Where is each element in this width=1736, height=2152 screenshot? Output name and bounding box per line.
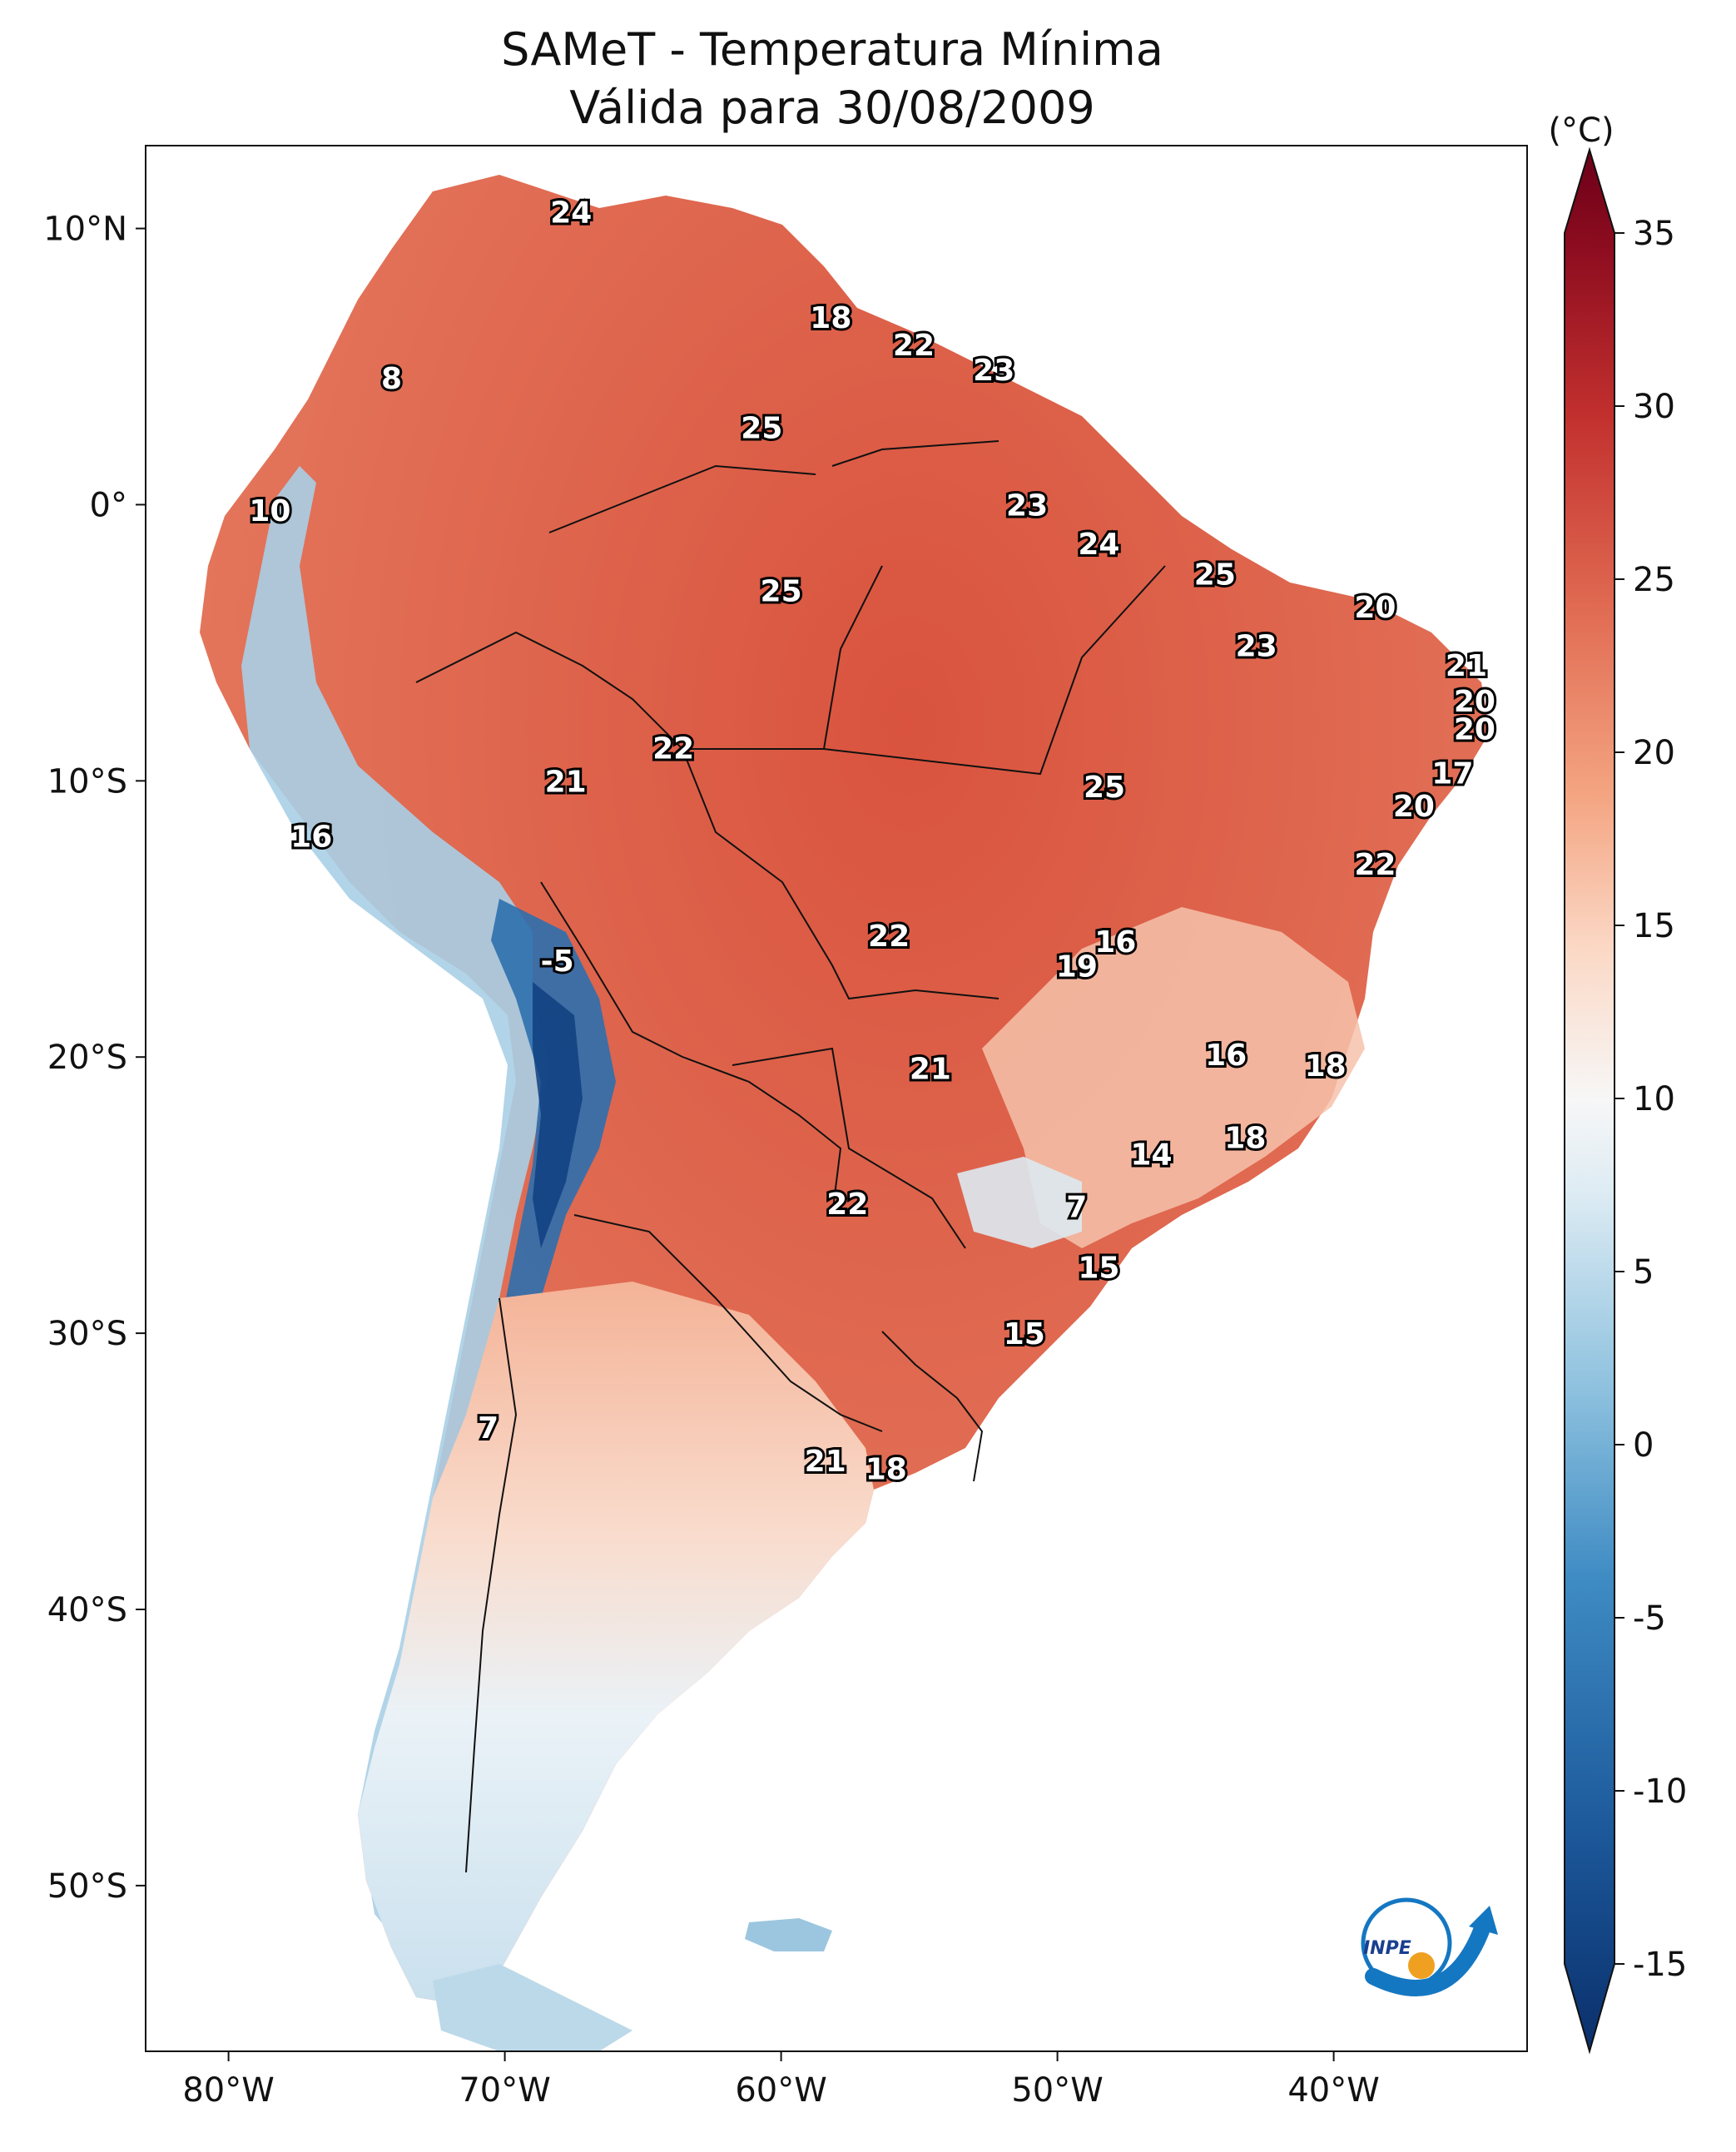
station-value: 23 [1236,630,1277,664]
lon-tick-label: 50°W [1011,2071,1103,2110]
colorbar: (°C) 35 30 25 20 15 10 5 0 -5 -10 -15 [1548,112,1687,2055]
map-frame [145,145,1528,2052]
station-value: 21 [1446,649,1487,683]
station-value: 7 [1066,1190,1087,1224]
station-value: 25 [741,412,782,446]
station-value: 23 [973,354,1014,388]
map-title-line2: Válida para 30/08/2009 [569,82,1094,134]
colorbar-tick-label: 15 [1633,907,1675,945]
station-value: 18 [1305,1049,1347,1083]
station-value: 22 [893,329,935,363]
colorbar-tick-label: 20 [1633,734,1675,772]
parana-cool-patch [957,1157,1082,1248]
lon-tick-label: 40°W [1287,2071,1379,2110]
inpe-logo-arrow-icon [1469,1906,1498,1935]
lon-tick-label: 70°W [459,2071,550,2110]
lat-tick-label: 10°N [43,211,127,249]
station-value: 20 [1393,790,1435,824]
station-value: 7 [478,1411,498,1445]
station-value: 18 [866,1453,907,1487]
station-value: 18 [1224,1121,1266,1155]
latitude-axis: 10°N 0° 10°S 20°S 30°S 40°S 50°S [43,211,146,1906]
colorbar-tick-label: 35 [1633,215,1675,253]
station-value: 22 [826,1188,868,1222]
station-value: 22 [868,920,910,954]
station-value: 24 [550,196,592,231]
colorbar-tick-label: 10 [1633,1080,1675,1118]
station-value: 16 [1205,1039,1247,1073]
lon-tick-label: 80°W [182,2071,274,2110]
map-title-line1: SAMeT - Temperatura Mínima [501,23,1163,76]
andes-cold-zone [241,466,549,1964]
station-value: 23 [1006,488,1048,523]
station-value: 25 [1084,771,1125,805]
colorbar-body [1564,146,1615,2055]
temperature-field [200,175,1490,2051]
colorbar-tick-label: -15 [1633,1946,1687,1984]
station-value: 24 [1078,528,1119,562]
lon-tick-label: 60°W [735,2071,826,2110]
lat-tick-label: 10°S [47,762,127,801]
lat-tick-label: 50°S [47,1867,127,1906]
station-value: 15 [1004,1317,1045,1351]
colorbar-tick-label: 25 [1633,561,1675,599]
colorbar-tick-label: 30 [1633,388,1675,426]
station-value: 16 [1094,925,1136,959]
station-value: 20 [1454,712,1495,746]
station-value: 20 [1354,591,1396,625]
station-value: 20 [1454,685,1495,719]
station-value: 14 [1130,1138,1172,1172]
station-value: 21 [910,1052,951,1086]
station-value: 22 [652,732,694,766]
station-value: -5 [541,945,574,979]
station-value: 16 [290,821,332,855]
station-value: 17 [1431,756,1473,791]
inpe-logo-dot [1408,1952,1435,1979]
colorbar-unit: (°C) [1548,112,1614,150]
colorbar-tick-label: -5 [1633,1599,1666,1638]
inpe-logo: INPE [1361,1897,1498,1996]
station-value: 18 [810,301,851,335]
falkland-islands [745,1918,832,1951]
lat-tick-label: 0° [90,486,127,524]
lat-tick-label: 40°S [47,1591,127,1629]
station-value: 25 [761,574,802,608]
tierra-del-fuego [433,1964,632,2051]
southeast-brazil-mild [982,907,1365,1248]
southern-cone-field [358,1282,874,2006]
atacama-deep-cold [533,982,583,1248]
colorbar-tick-label: 0 [1633,1426,1654,1465]
inpe-logo-text: INPE [1363,1938,1411,1959]
colorbar-tick-label: 5 [1633,1253,1654,1292]
station-value: 15 [1078,1251,1119,1285]
inpe-logo-swoosh [1365,1922,1490,1996]
colorbar-ticks: 35 30 25 20 15 10 5 0 -5 -10 -15 [1614,215,1687,1984]
station-value: 22 [1354,848,1396,882]
station-value: 19 [1056,950,1098,984]
station-value: 21 [805,1445,846,1479]
country-borders [415,440,1166,1873]
station-value: 25 [1194,558,1236,592]
colorbar-tick-label: -10 [1633,1773,1687,1811]
longitude-axis: 80°W 70°W 60°W 50°W 40°W [182,2051,1380,2110]
lat-tick-label: 20°S [47,1039,127,1077]
station-value: 10 [249,494,290,528]
lat-tick-label: 30°S [47,1315,127,1353]
station-value: 8 [381,362,402,396]
station-value: 21 [545,765,587,799]
